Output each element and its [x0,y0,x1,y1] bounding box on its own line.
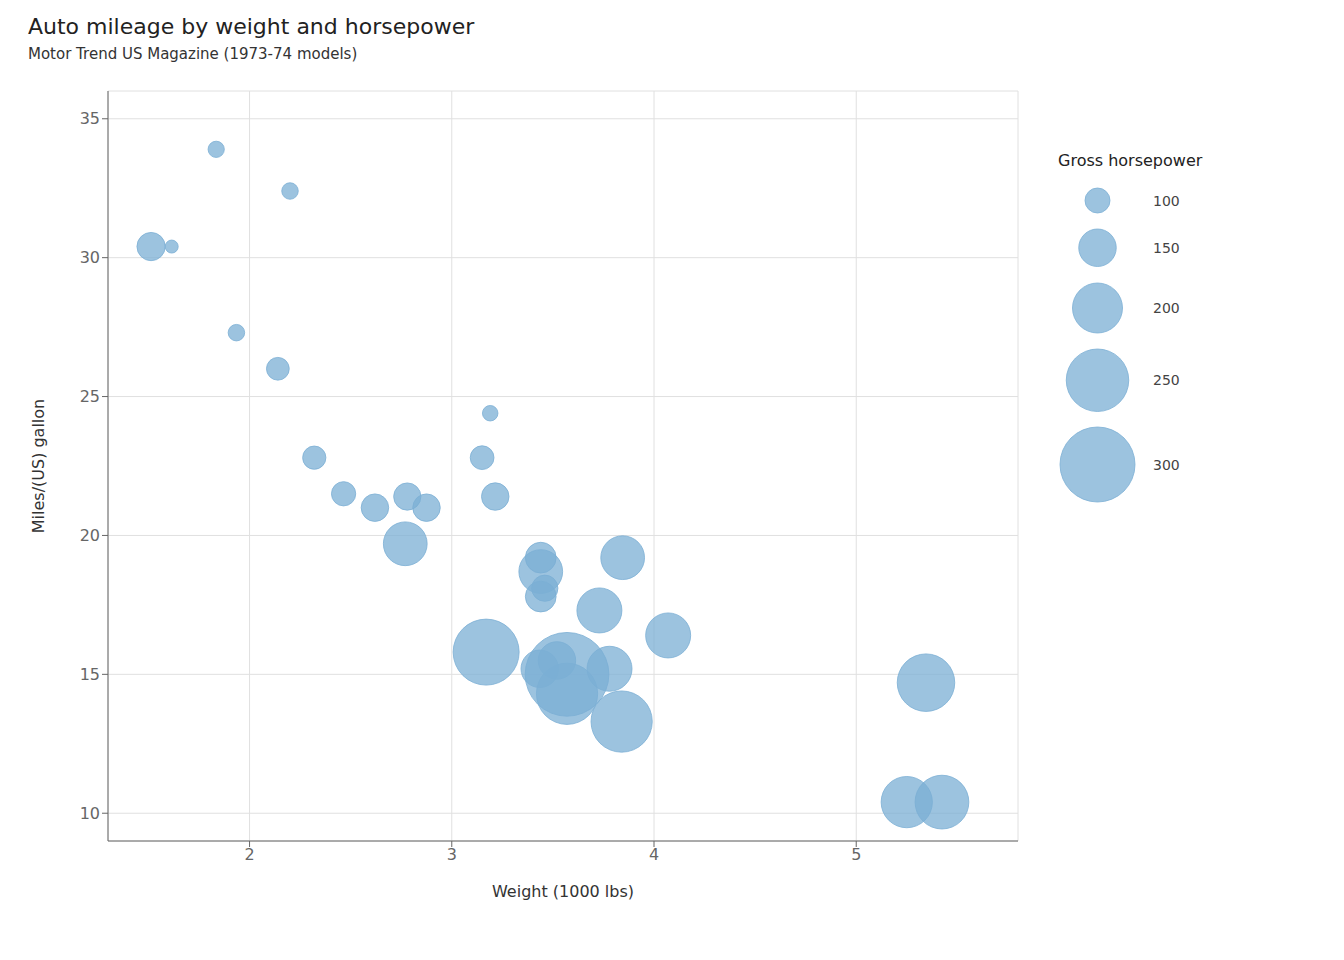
html-text:Gross horsepower: Gross horsepower [1058,151,1203,170]
html-text:250: 250 [1153,371,1180,388]
svg-text:10: 10 [80,804,100,823]
svg-text:35: 35 [80,109,100,128]
html-text:100: 100 [1153,192,1180,209]
html-text:150: 150 [1153,239,1180,256]
svg-text:5: 5 [851,845,861,864]
html-text:200: 200 [1153,299,1180,316]
svg-text:Weight (1000 lbs): Weight (1000 lbs) [492,882,634,901]
svg-text:15: 15 [80,665,100,684]
svg-text:25: 25 [80,387,100,406]
svg-text:4: 4 [649,845,659,864]
svg-text:30: 30 [80,248,100,267]
html-text:Auto mileage by weight and hor: Auto mileage by weight and horsepower [28,14,475,39]
svg-text:2: 2 [244,845,254,864]
html-text:300: 300 [1153,456,1180,473]
svg-text:Miles/(US) gallon: Miles/(US) gallon [29,399,48,533]
svg-text:20: 20 [80,526,100,545]
svg-text:3: 3 [447,845,457,864]
html-text:Motor Trend US Magazine (1973-: Motor Trend US Magazine (1973-74 models) [28,45,358,63]
